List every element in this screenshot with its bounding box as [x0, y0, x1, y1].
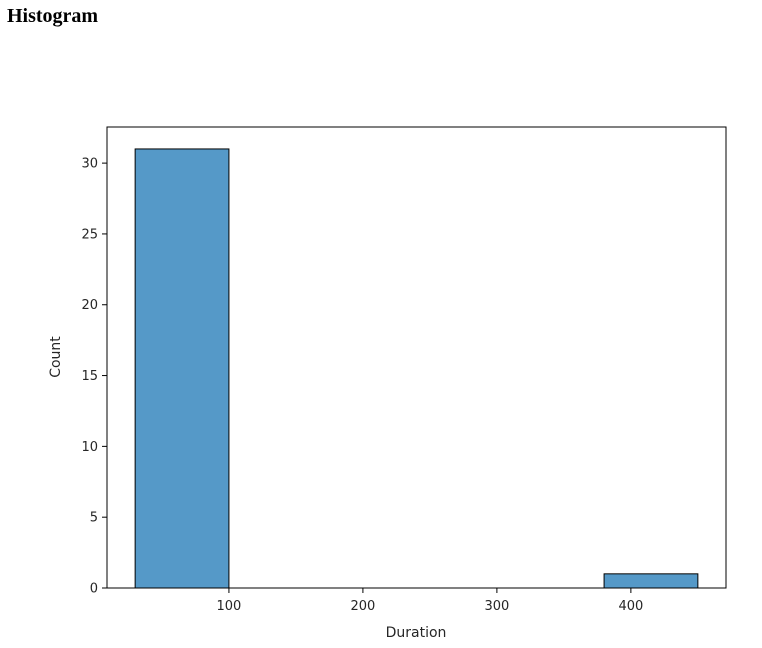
x-axis-ticks: 100 200 300 400: [217, 588, 643, 614]
y-tick-label: 10: [81, 440, 98, 455]
y-axis-label: Count: [48, 336, 64, 378]
plot-frame: [106, 126, 727, 589]
histogram-bar-0: [134, 148, 230, 589]
y-tick-label: 30: [81, 157, 98, 172]
x-axis-label: Duration: [386, 625, 447, 641]
y-tick-label: 25: [81, 227, 98, 242]
y-tick-label: 15: [81, 369, 98, 384]
y-axis-ticks: 0 5 10 15 20 25 30: [81, 157, 107, 597]
page-title: Histogram: [7, 5, 99, 27]
x-tick-label: 400: [618, 599, 643, 614]
y-tick-label: 5: [90, 511, 98, 526]
y-tick-label: 0: [90, 582, 98, 597]
x-tick-label: 200: [350, 599, 375, 614]
x-tick-label: 300: [484, 599, 509, 614]
x-tick-label: 100: [217, 599, 242, 614]
bars-group: [134, 148, 699, 589]
y-tick-label: 20: [81, 298, 98, 313]
histogram-bar-5: [603, 573, 699, 589]
